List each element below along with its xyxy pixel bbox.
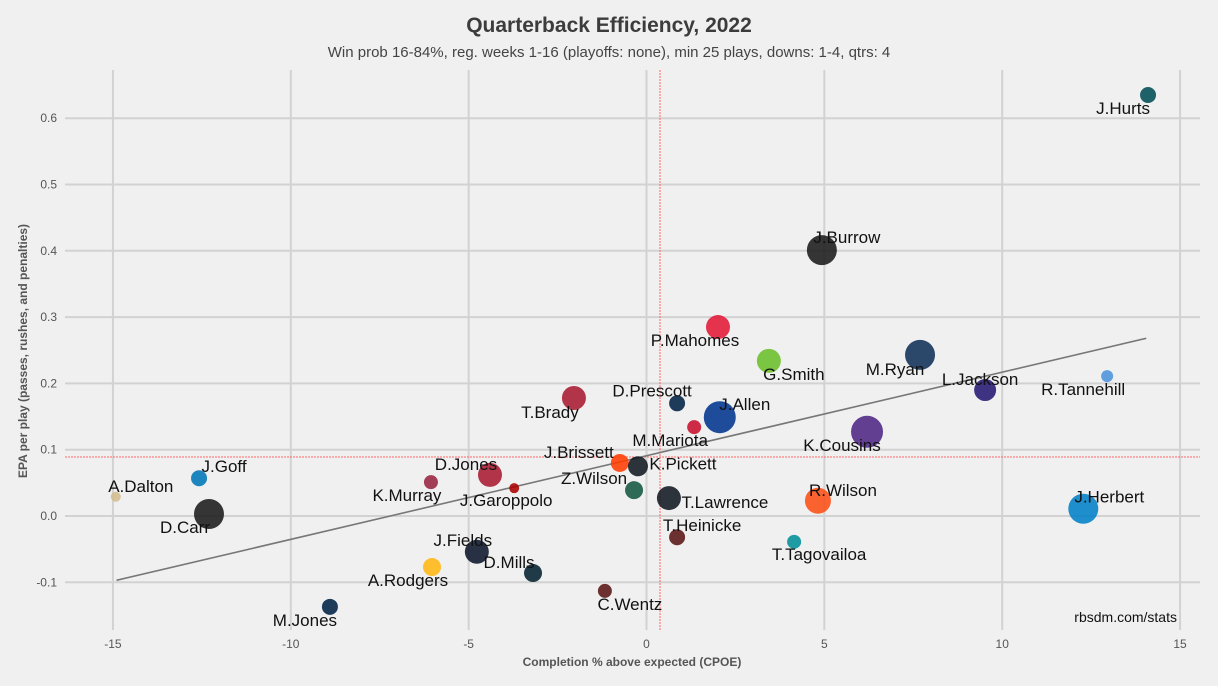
point-j-allen (703, 401, 736, 434)
point-labels: J.Hurts J.Burrow P.Mahomes G.Smith M.Ryan L.J… (108, 99, 1150, 630)
y-tick-label: -0.1 (36, 575, 57, 589)
point-t-tagovailoa (787, 534, 802, 549)
point-label: J.Burrow (813, 228, 881, 247)
point-label: K.Murray (372, 486, 441, 505)
point-z-wilson (625, 481, 644, 500)
x-tick-label: 15 (1173, 637, 1187, 651)
point-j-fields (464, 539, 489, 564)
y-tick-label: 0.2 (40, 376, 57, 390)
point-label: D.Mills (484, 553, 535, 572)
point-a-dalton (110, 491, 121, 502)
x-tick-label: -15 (104, 637, 122, 651)
point-d-carr (193, 499, 224, 530)
point-label: T.Brady (521, 403, 579, 422)
point-d-jones (477, 462, 502, 487)
point-j-herbert (1068, 493, 1099, 524)
point-label: G.Smith (763, 365, 824, 384)
point-label: J.Fields (434, 531, 493, 550)
point-label: R.Wilson (809, 481, 877, 500)
y-tick-label: 0.5 (40, 178, 57, 192)
y-tick-label: 0.6 (40, 111, 57, 125)
y-tick-label: 0.0 (40, 509, 57, 523)
point-label: Z.Wilson (561, 469, 627, 488)
point-l-jackson (974, 379, 997, 402)
point-label: A.Dalton (108, 477, 173, 496)
point-k-murray (423, 475, 438, 490)
point-label: A.Rodgers (368, 571, 448, 590)
point-label: K.Pickett (649, 454, 716, 473)
x-tick-label: -5 (463, 637, 474, 651)
reference-lines (65, 70, 1200, 630)
point-k-pickett (627, 456, 648, 477)
point-j-brissett (610, 453, 629, 472)
y-tick-label: 0.1 (40, 443, 57, 457)
point-r-wilson (804, 487, 831, 514)
point-k-cousins (851, 415, 884, 448)
y-tick-label: 0.3 (40, 310, 57, 324)
chart-subtitle: Win prob 16-84%, reg. weeks 1-16 (playof… (327, 44, 891, 61)
point-m-jones (321, 598, 338, 615)
point-label: M.Ryan (866, 360, 925, 379)
point-label: J.Hurts (1096, 99, 1150, 118)
chart-title: Quarterback Efficiency, 2022 (466, 14, 752, 37)
point-j-goff (191, 470, 208, 487)
point-t-heinicke (669, 529, 686, 546)
point-j-burrow (806, 235, 837, 266)
point-label: M.Jones (273, 611, 337, 630)
point-label: J.Herbert (1074, 488, 1144, 507)
point-c-wentz (597, 583, 612, 598)
point-label: K.Cousins (803, 436, 880, 455)
point-m-mariota (687, 420, 702, 435)
point-d-prescott (669, 395, 686, 412)
point-label: J.Goff (202, 457, 247, 476)
x-axis-label: Completion % above expected (CPOE) (523, 655, 742, 669)
points (110, 86, 1157, 615)
point-label: P.Mahomes (651, 331, 740, 350)
grid (65, 70, 1200, 630)
point-t-lawrence (656, 486, 681, 511)
point-j-hurts (1140, 86, 1157, 103)
point-label: M.Mariota (632, 431, 708, 450)
point-label: R.Tannehill (1041, 380, 1125, 399)
x-tick-label: -10 (282, 637, 300, 651)
point-g-smith (756, 348, 781, 373)
point-label: J.Garoppolo (460, 491, 553, 510)
credit-watermark: rbsdm.com/stats (1074, 609, 1177, 625)
x-tick-label: 0 (643, 637, 650, 651)
point-label: L.Jackson (942, 370, 1019, 389)
point-a-rodgers (423, 558, 442, 577)
point-j-garoppolo (509, 483, 520, 494)
point-r-tannehill (1101, 370, 1114, 383)
x-tick-label: 5 (821, 637, 828, 651)
point-p-mahomes (705, 315, 730, 340)
point-d-mills (524, 564, 543, 583)
axis-ticks: -15 -10 -5 0 5 10 15 -0.1 0.0 0.1 0.2 0.3 0.4 0.5 0.6 (36, 111, 1187, 651)
point-label: T.Tagovailoa (772, 545, 867, 564)
point-label: D.Prescott (612, 381, 692, 400)
point-m-ryan (905, 339, 936, 370)
point-label: T.Lawrence (681, 493, 768, 512)
y-tick-label: 0.4 (40, 244, 57, 258)
point-label: C.Wentz (597, 595, 662, 614)
point-label: D.Jones (435, 455, 497, 474)
point-label: D.Carr (160, 518, 210, 537)
x-tick-label: 10 (996, 637, 1010, 651)
y-axis-label: EPA per play (passes, rushes, and penalt… (16, 224, 30, 478)
point-label: T.Heinicke (663, 516, 741, 535)
point-t-brady (561, 385, 586, 410)
point-label: J.Brissett (544, 443, 614, 462)
point-label: J.Allen (719, 395, 770, 414)
